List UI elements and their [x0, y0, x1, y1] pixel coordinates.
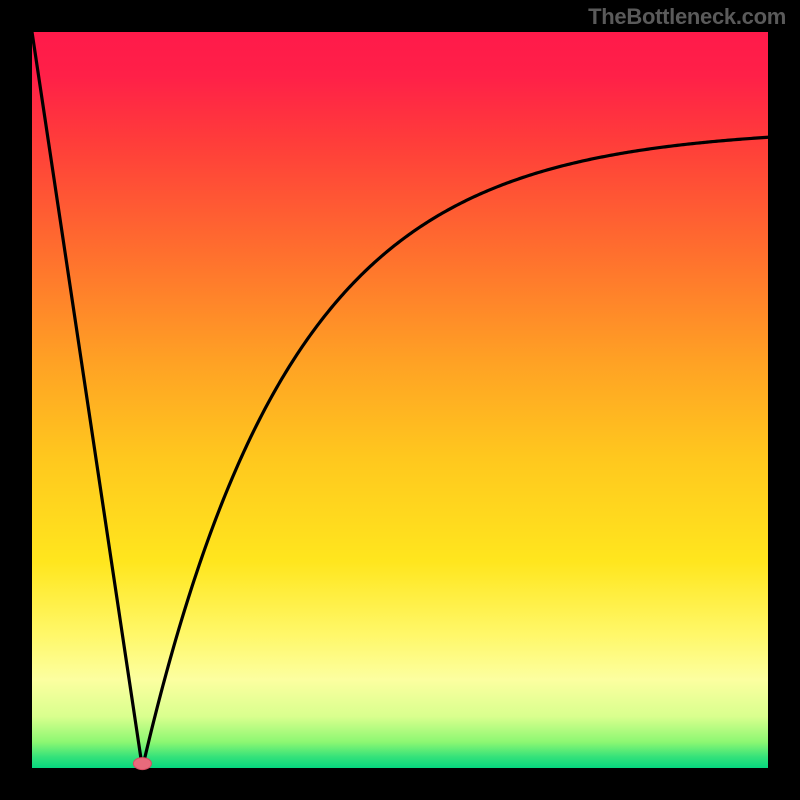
optimal-point-marker — [133, 758, 151, 770]
watermark-text: TheBottleneck.com — [588, 4, 786, 30]
bottleneck-chart — [0, 0, 800, 800]
plot-background-gradient — [32, 32, 768, 768]
